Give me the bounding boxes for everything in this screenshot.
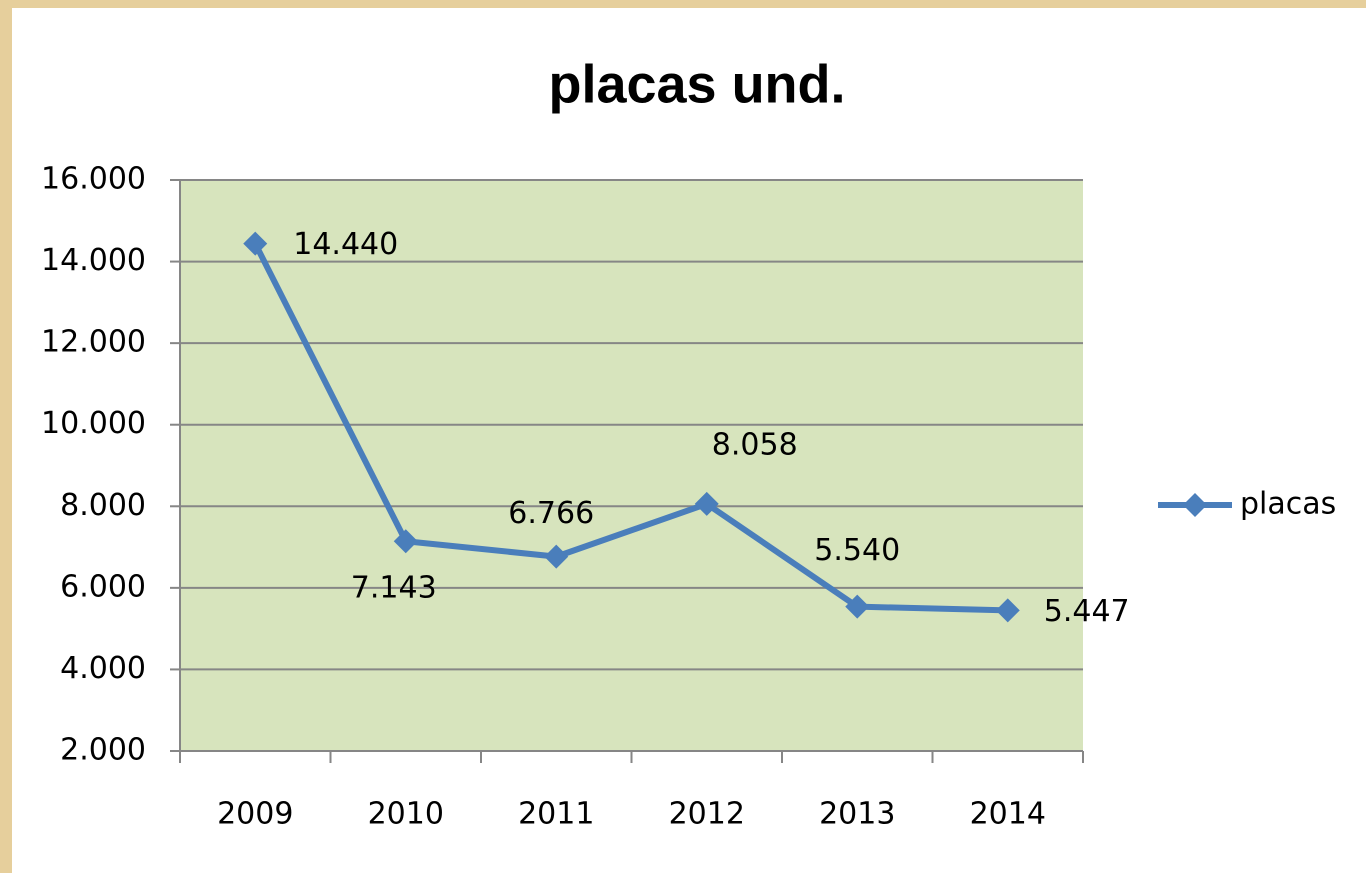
y-tick-label: 10.000 — [41, 406, 146, 441]
legend-marker — [1183, 493, 1207, 517]
series-line — [252, 242, 1008, 614]
y-tick-label: 16.000 — [41, 162, 146, 197]
y-tick-label: 4.000 — [60, 651, 146, 686]
data-label: 7.143 — [351, 571, 437, 606]
y-tick-label: 6.000 — [60, 569, 146, 604]
data-label: 6.766 — [508, 496, 594, 531]
plot-area — [180, 180, 1083, 751]
x-tick-label: 2012 — [669, 797, 745, 832]
data-label: 14.440 — [293, 227, 398, 262]
data-point — [995, 598, 1020, 623]
data-label: 5.540 — [814, 533, 900, 568]
data-point — [544, 544, 569, 569]
data-label: 8.058 — [712, 427, 798, 462]
data-point — [393, 529, 418, 554]
x-tick-label: 2010 — [368, 797, 444, 832]
y-tick-label: 8.000 — [60, 488, 146, 523]
y-tick-label: 12.000 — [41, 325, 146, 360]
data-point — [694, 491, 719, 516]
x-tick-label: 2011 — [518, 797, 594, 832]
data-point — [243, 231, 268, 256]
y-tick-label: 14.000 — [41, 243, 146, 278]
data-label: 5.447 — [1044, 594, 1130, 629]
x-tick-label: 2009 — [217, 797, 293, 832]
x-tick-label: 2014 — [970, 797, 1046, 832]
data-point — [845, 594, 870, 619]
y-tick-label: 2.000 — [60, 733, 146, 768]
chart-title: placas und. — [548, 54, 845, 114]
legend-label: placas — [1240, 487, 1336, 522]
x-tick-label: 2013 — [819, 797, 895, 832]
